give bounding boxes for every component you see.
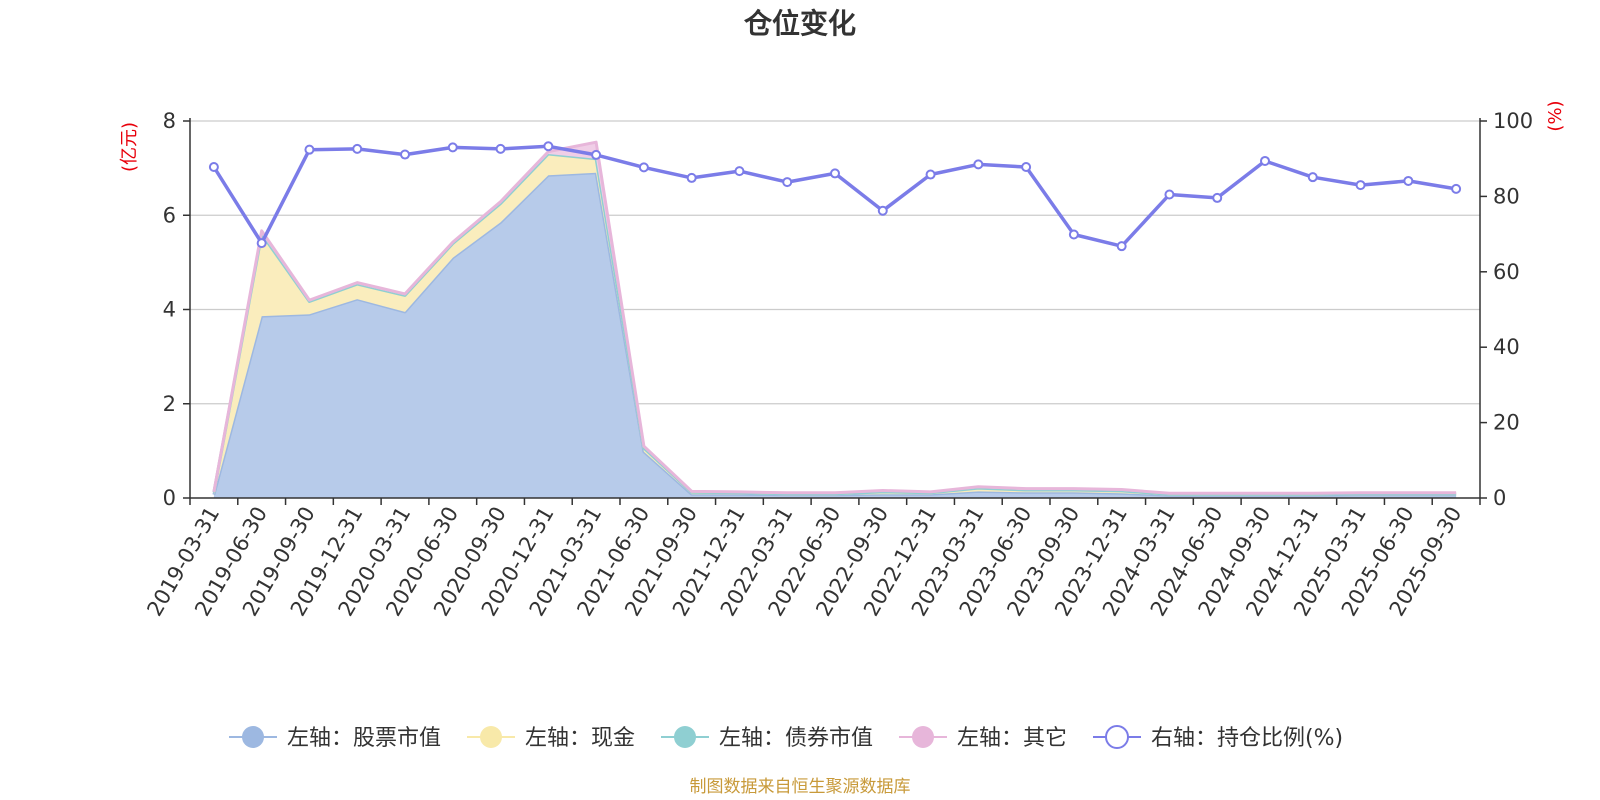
- right-axis-tick-label: 100: [1493, 109, 1533, 133]
- ratio-point: [1403, 175, 1414, 186]
- ratio-point: [925, 169, 936, 180]
- right-axis-tick-label: 40: [1493, 335, 1520, 359]
- right-axis-unit: (%): [1545, 100, 1566, 131]
- left-axis-tick-label: 6: [163, 203, 176, 227]
- ratio-point: [973, 159, 984, 170]
- left-axis-tick-label: 4: [163, 298, 176, 322]
- chart-title: 仓位变化: [744, 7, 856, 40]
- legend-label: 左轴：债券市值: [719, 726, 873, 751]
- ratio-point: [1164, 189, 1175, 200]
- legend-marker: [912, 726, 934, 748]
- ratio-point: [734, 166, 745, 177]
- area-左轴：股票市值: [213, 172, 1457, 499]
- ratio-point: [877, 205, 888, 216]
- ratio-point: [1212, 192, 1223, 203]
- area-edge-左轴：其它: [212, 140, 1457, 495]
- left-axis-tick-label: 2: [163, 392, 176, 416]
- right-axis-tick-label: 80: [1493, 184, 1520, 208]
- ratio-point: [686, 172, 697, 183]
- ratio-point: [256, 238, 267, 249]
- legend-marker: [674, 726, 696, 748]
- ratio-point: [1355, 180, 1366, 191]
- ratio-point: [208, 161, 219, 172]
- ratio-point: [304, 144, 315, 155]
- legend-item: 左轴：股票市值: [229, 726, 441, 751]
- ratio-point: [543, 141, 554, 152]
- ratio-point: [1260, 155, 1270, 166]
- ratio-point: [830, 168, 840, 179]
- ratio-point: [495, 143, 506, 154]
- ratio-point: [591, 149, 602, 160]
- legend-item: 右轴：持仓比例(%): [1093, 725, 1343, 751]
- legend-marker: [242, 726, 264, 748]
- right-axis-tick-label: 0: [1493, 486, 1506, 510]
- ratio-point: [1451, 183, 1462, 194]
- ratio-point: [782, 177, 793, 188]
- legend-item: 左轴：现金: [467, 726, 635, 751]
- legend-label: 右轴：持仓比例(%): [1151, 726, 1343, 751]
- legend-marker: [1105, 725, 1129, 749]
- left-axis-tick-label: 8: [163, 109, 176, 133]
- left-axis-tick-label: 0: [163, 486, 176, 510]
- ratio-point: [1307, 172, 1318, 183]
- stacked-areas: [212, 140, 1457, 499]
- legend-marker: [480, 726, 502, 748]
- legend-label: 左轴：其它: [957, 726, 1067, 751]
- ratio-point: [638, 162, 649, 173]
- ratio-point: [352, 143, 363, 154]
- ratio-point: [1116, 241, 1127, 252]
- legend-label: 左轴：现金: [525, 726, 635, 751]
- ratio-point: [447, 142, 458, 153]
- legend: 左轴：股票市值 左轴：现金 左轴：债券市值 左轴：其它 右轴：持仓比例(%): [229, 725, 1343, 751]
- ratio-point: [1068, 229, 1079, 240]
- holding-ratio-line: [208, 141, 1462, 252]
- legend-label: 左轴：股票市值: [287, 726, 441, 751]
- right-axis-tick-label: 60: [1493, 260, 1520, 284]
- ratio-point: [400, 149, 410, 160]
- legend-item: 左轴：其它: [899, 726, 1067, 751]
- legend-item: 左轴：债券市值: [661, 726, 873, 751]
- data-source-note: 制图数据来自恒生聚源数据库: [690, 777, 911, 797]
- right-axis-tick-label: 20: [1493, 411, 1520, 435]
- ratio-point: [1021, 161, 1032, 172]
- left-axis-unit: (亿元): [119, 122, 140, 172]
